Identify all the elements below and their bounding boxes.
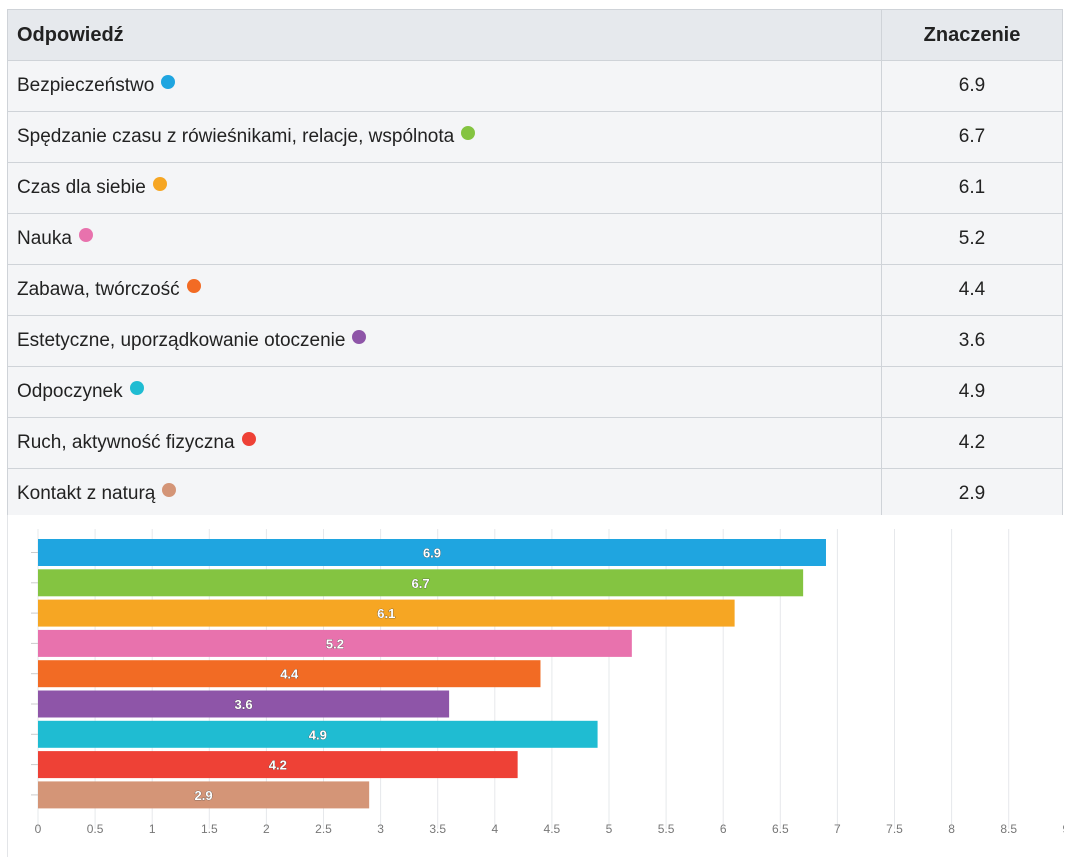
answer-cell: Spędzanie czasu z rówieśnikami, relacje,… bbox=[7, 111, 882, 163]
answer-label: Bezpieczeństwo bbox=[17, 75, 155, 96]
answer-label: Estetyczne, uporządkowanie otoczenie bbox=[17, 330, 346, 351]
data-label: 2.9 bbox=[195, 788, 213, 803]
bar bbox=[38, 599, 735, 627]
column-header-value: Znaczenie bbox=[881, 9, 1063, 61]
answer-cell: Bezpieczeństwo bbox=[7, 60, 882, 112]
bar bbox=[38, 751, 518, 779]
bar bbox=[38, 690, 450, 718]
legend-dot-icon bbox=[186, 279, 201, 293]
table-row: Kontakt z naturą 2.9 bbox=[7, 468, 1063, 520]
x-tick-label: 4.5 bbox=[544, 822, 561, 836]
answer-label: Spędzanie czasu z rówieśnikami, relacje,… bbox=[17, 126, 455, 147]
data-label: 6.1 bbox=[377, 606, 395, 621]
x-tick-label: 9 bbox=[1062, 822, 1064, 836]
legend-dot-icon bbox=[152, 177, 167, 191]
table-row: Ruch, aktywność fizyczna 4.2 bbox=[7, 417, 1063, 469]
answer-label: Odpoczynek bbox=[17, 381, 123, 402]
bar bbox=[38, 720, 598, 748]
table-row: Czas dla siebie 6.1 bbox=[7, 162, 1063, 214]
x-tick-label: 3.5 bbox=[429, 822, 446, 836]
legend-dot-icon bbox=[461, 126, 476, 140]
bar bbox=[38, 539, 826, 566]
answer-label: Nauka bbox=[17, 228, 72, 249]
value-cell: 2.9 bbox=[881, 468, 1063, 520]
table-row: Bezpieczeństwo 6.9 bbox=[7, 60, 1063, 112]
value-cell: 6.7 bbox=[881, 111, 1063, 163]
table-body: Bezpieczeństwo 6.9 Spędzanie czasu z rówie… bbox=[7, 60, 1063, 520]
x-tick-label: 6 bbox=[720, 822, 727, 836]
data-label: 5.2 bbox=[326, 636, 344, 651]
answer-cell: Odpoczynek bbox=[7, 366, 882, 418]
results-panel: Odpowiedź Znaczenie Bezpieczeństwo 6.9 Spę… bbox=[7, 9, 1063, 520]
table-row: Odpoczynek 4.9 bbox=[7, 366, 1063, 418]
value-cell: 4.4 bbox=[881, 264, 1063, 316]
data-label: 6.7 bbox=[412, 576, 430, 591]
x-tick-label: 0 bbox=[35, 822, 42, 836]
legend-dot-icon bbox=[162, 483, 177, 497]
x-tick-label: 7.5 bbox=[886, 822, 903, 836]
value-cell: 6.1 bbox=[881, 162, 1063, 214]
x-tick-label: 8 bbox=[948, 822, 955, 836]
data-label: 4.2 bbox=[269, 758, 287, 773]
x-tick-label: 1 bbox=[149, 822, 156, 836]
answer-cell: Czas dla siebie bbox=[7, 162, 882, 214]
legend-dot-icon bbox=[78, 228, 93, 242]
table-row: Nauka 5.2 bbox=[7, 213, 1063, 265]
bar-chart-svg: 0 0.5 1 1.5 2 2.5 3 3.5 4 4.5 5 5.5 6 6.5 7 7.5 8 8.5 9 6.9… bbox=[31, 529, 1064, 836]
table-row: Zabawa, twórczość 4.4 bbox=[7, 264, 1063, 316]
answer-cell: Zabawa, twórczość bbox=[7, 264, 882, 316]
x-tick-label: 5.5 bbox=[658, 822, 675, 836]
answer-cell: Estetyczne, uporządkowanie otoczenie bbox=[7, 315, 882, 367]
x-tick-label: 7 bbox=[834, 822, 841, 836]
table-header-row: Odpowiedź Znaczenie bbox=[7, 9, 1063, 61]
answer-cell: Ruch, aktywność fizyczna bbox=[7, 417, 882, 469]
answer-label: Ruch, aktywność fizyczna bbox=[17, 432, 235, 453]
x-tick-label: 8.5 bbox=[1000, 822, 1017, 836]
x-tick-label: 1.5 bbox=[201, 822, 218, 836]
x-tick-label: 6.5 bbox=[772, 822, 789, 836]
data-label: 4.4 bbox=[280, 667, 299, 682]
value-cell: 5.2 bbox=[881, 213, 1063, 265]
x-tick-label: 4 bbox=[491, 822, 498, 836]
legend-dot-icon bbox=[241, 432, 256, 446]
legend-dot-icon bbox=[161, 75, 176, 89]
table-row: Estetyczne, uporządkowanie otoczenie 3.6 bbox=[7, 315, 1063, 367]
bar-chart: 0 0.5 1 1.5 2 2.5 3 3.5 4 4.5 5 5.5 6 6.5 7 7.5 8 8.5 9 6.9… bbox=[7, 515, 1064, 857]
x-tick-label: 2 bbox=[263, 822, 270, 836]
data-label: 6.9 bbox=[423, 546, 441, 561]
answer-cell: Kontakt z naturą bbox=[7, 468, 882, 520]
column-header-answer: Odpowiedź bbox=[7, 9, 882, 61]
bar bbox=[38, 629, 632, 657]
bar bbox=[38, 569, 804, 597]
value-cell: 3.6 bbox=[881, 315, 1063, 367]
bar bbox=[38, 660, 541, 688]
x-tick-label: 2.5 bbox=[315, 822, 332, 836]
x-tick-label: 5 bbox=[606, 822, 613, 836]
answer-cell: Nauka bbox=[7, 213, 882, 265]
data-label: 3.6 bbox=[235, 697, 253, 712]
legend-dot-icon bbox=[352, 330, 367, 344]
value-cell: 6.9 bbox=[881, 60, 1063, 112]
answer-label: Czas dla siebie bbox=[17, 177, 146, 198]
x-tick-label: 3 bbox=[377, 822, 384, 836]
answer-label: Zabawa, twórczość bbox=[17, 279, 180, 300]
data-label: 4.9 bbox=[309, 727, 327, 742]
legend-dot-icon bbox=[129, 381, 144, 395]
value-cell: 4.2 bbox=[881, 417, 1063, 469]
bar bbox=[38, 781, 370, 809]
table-row: Spędzanie czasu z rówieśnikami, relacje,… bbox=[7, 111, 1063, 163]
x-tick-label: 0.5 bbox=[87, 822, 104, 836]
answer-label: Kontakt z naturą bbox=[17, 483, 156, 504]
value-cell: 4.9 bbox=[881, 366, 1063, 418]
results-table: Odpowiedź Znaczenie Bezpieczeństwo 6.9 Spę… bbox=[7, 9, 1063, 520]
